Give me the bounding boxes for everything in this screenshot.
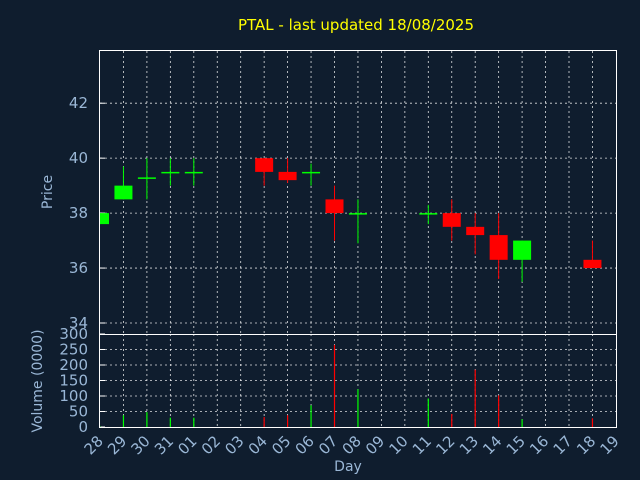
candle-body — [114, 185, 133, 200]
volume-tick-label: 50 — [69, 403, 88, 421]
volume-tick-label: 300 — [59, 325, 88, 343]
candle-body — [161, 171, 180, 174]
candle-body — [255, 158, 274, 172]
candle-07 — [325, 185, 344, 241]
candle-body — [583, 259, 602, 269]
candle-05 — [278, 158, 297, 183]
volume-bar-series — [99, 344, 594, 427]
candle-body — [184, 171, 203, 174]
day-tick-label: 15 — [503, 432, 529, 458]
day-tick-label: 07 — [315, 432, 341, 458]
candle-body — [100, 213, 109, 225]
volume-tick-label: 250 — [59, 341, 88, 359]
volume-plot-frame — [99, 334, 617, 428]
price-tick-label: 38 — [69, 204, 88, 222]
price-grid — [100, 51, 616, 334]
candle-body — [302, 171, 321, 174]
day-x-axis: 2829303101020304050607080910111213141516… — [81, 432, 623, 458]
candle-body — [278, 171, 297, 181]
candle-13 — [466, 213, 485, 255]
day-tick-label: 17 — [550, 432, 576, 458]
day-tick-label: 18 — [573, 432, 599, 458]
day-tick-label: 19 — [596, 432, 622, 458]
candle-body — [513, 240, 532, 260]
candle-body — [466, 226, 485, 236]
day-axis-label: Day — [334, 459, 362, 475]
volume-tick-label: 200 — [59, 356, 88, 374]
price-panel: 34 36 38 40 42 Price — [40, 50, 617, 335]
day-tick-label: 10 — [385, 432, 411, 458]
candle-body — [348, 213, 367, 215]
price-tick-label: 42 — [69, 94, 88, 112]
volume-tick-label: 0 — [78, 418, 88, 436]
candle-06 — [302, 163, 321, 186]
candle-28 — [100, 213, 109, 225]
day-tick-label: 12 — [432, 432, 458, 458]
candle-31 — [161, 158, 180, 186]
day-tick-label: 02 — [198, 432, 224, 458]
day-tick-label: 03 — [221, 432, 247, 458]
candle-04 — [255, 158, 274, 186]
price-tick-label: 40 — [69, 149, 88, 167]
candle-01 — [184, 158, 203, 186]
candlestick-series — [100, 158, 602, 282]
volume-axis-label: Volume (0000) — [30, 329, 46, 432]
price-tick-label: 36 — [69, 259, 88, 277]
candle-body — [137, 177, 156, 179]
day-tick-label: 09 — [362, 432, 388, 458]
volume-tick-label: 150 — [59, 372, 88, 390]
candle-body — [442, 213, 461, 227]
day-tick-label: 05 — [268, 432, 294, 458]
candle-12 — [442, 199, 461, 241]
day-tick-label: 01 — [174, 432, 200, 458]
candle-body — [489, 235, 508, 260]
day-tick-label: 13 — [456, 432, 482, 458]
candle-body — [325, 199, 344, 214]
candle-08 — [348, 199, 367, 244]
candle-30 — [137, 158, 156, 200]
candle-29 — [114, 166, 133, 200]
day-tick-label: 04 — [245, 432, 271, 458]
candle-body — [419, 213, 438, 215]
candle-18 — [583, 240, 602, 269]
day-tick-label: 28 — [81, 432, 107, 458]
day-tick-label: 08 — [339, 432, 365, 458]
day-tick-label: 06 — [292, 432, 318, 458]
day-tick-label: 16 — [526, 432, 552, 458]
volume-tick-label: 100 — [59, 387, 88, 405]
candle-14 — [489, 213, 508, 280]
price-axis-label: Price — [40, 175, 56, 209]
day-tick-label: 31 — [151, 432, 177, 458]
chart-title: PTAL - last updated 18/08/2025 — [238, 16, 474, 34]
price-tick-label: 34 — [69, 314, 88, 332]
candle-15 — [513, 240, 532, 282]
day-tick-label: 11 — [409, 432, 435, 458]
day-tick-label: 14 — [479, 432, 505, 458]
day-tick-label: 30 — [127, 432, 153, 458]
day-tick-label: 29 — [104, 432, 130, 458]
candle-11 — [419, 204, 438, 225]
